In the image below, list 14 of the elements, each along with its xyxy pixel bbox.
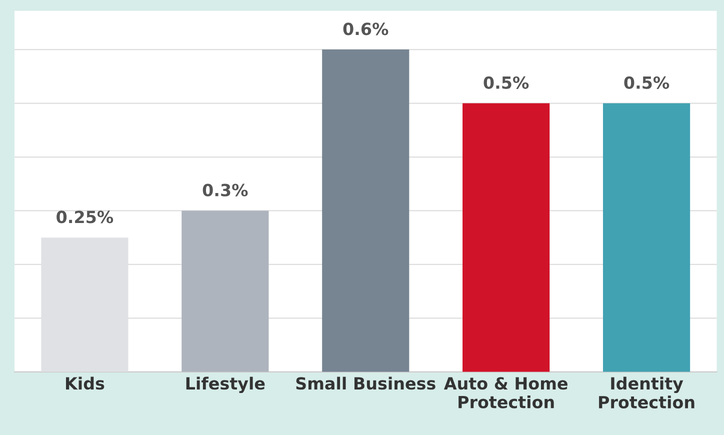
bar [322,50,410,372]
x-tick-label: Identity Protection [599,376,694,408]
x-tick-label: Kids [66,376,104,390]
x-tick-label: Small Business [296,376,436,390]
data-label: 0.6% [343,22,388,36]
bar [602,103,690,372]
bar [182,210,269,372]
data-label: 0.25% [56,210,114,224]
x-tick-label: Lifestyle [186,376,265,394]
bar [462,103,550,372]
data-label: 0.3% [202,184,248,196]
data-label: 0.5% [484,76,529,89]
data-label: 0.5% [624,76,670,89]
x-tick-label: Auto & Home Protection [444,377,568,408]
